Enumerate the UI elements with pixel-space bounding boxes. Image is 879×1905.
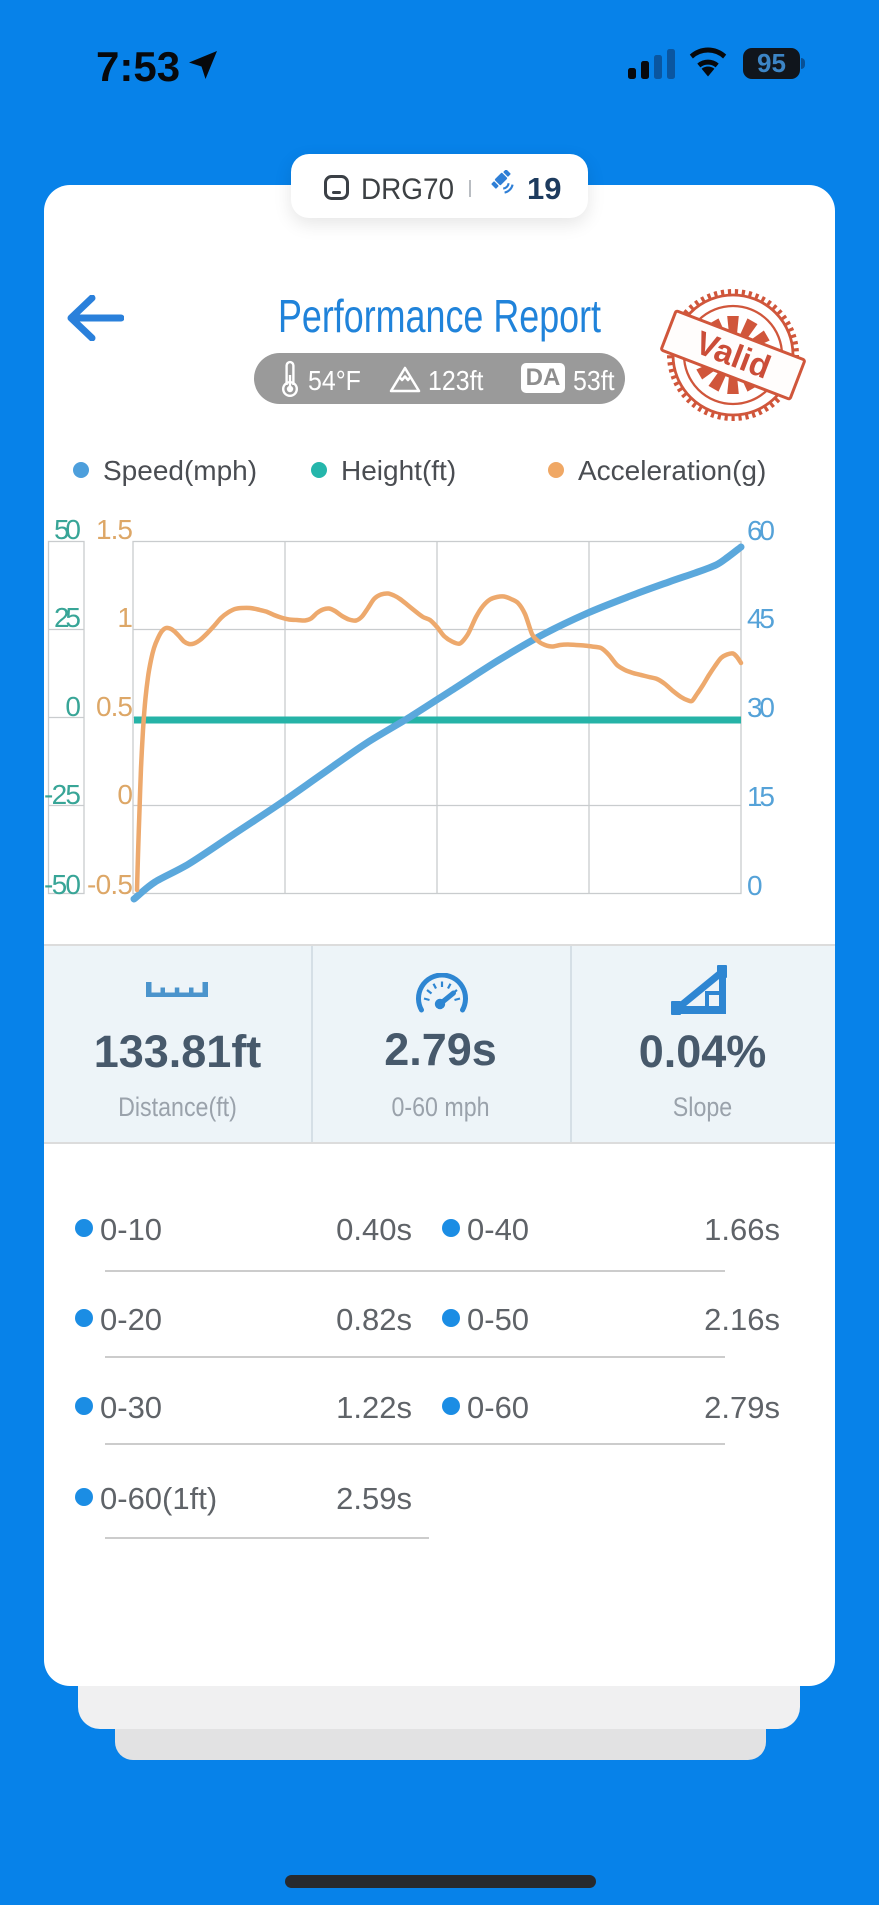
svg-text:0: 0 — [65, 691, 81, 722]
svg-text:15: 15 — [747, 781, 775, 812]
svg-text:25: 25 — [54, 602, 81, 633]
svg-text:45: 45 — [747, 603, 775, 634]
svg-text:0: 0 — [747, 870, 763, 901]
svg-text:0.5: 0.5 — [96, 691, 133, 722]
svg-text:-0.5: -0.5 — [87, 869, 133, 900]
svg-text:0: 0 — [117, 779, 133, 810]
svg-text:60: 60 — [747, 515, 775, 546]
svg-text:-25: -25 — [44, 779, 81, 810]
svg-text:1.5: 1.5 — [96, 514, 133, 545]
svg-text:1: 1 — [117, 602, 133, 633]
svg-text:-50: -50 — [44, 869, 81, 900]
svg-text:50: 50 — [54, 514, 81, 545]
svg-text:30: 30 — [747, 692, 775, 723]
